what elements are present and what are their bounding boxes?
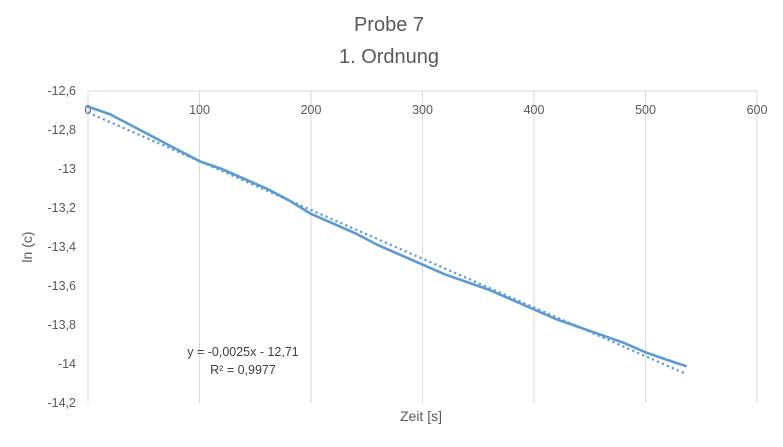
x-tick-label: 500: [635, 103, 656, 117]
y-tick-label: -12,6: [48, 84, 77, 98]
x-tick-label: 400: [524, 103, 545, 117]
y-tick-label: -13,8: [48, 318, 77, 332]
trendline-equation: y = -0,0025x - 12,71: [187, 345, 299, 359]
x-axis-ticks: 0 100 200 300 400 500 600: [85, 103, 768, 117]
y-axis-ticks: -12,6 -12,8 -13 -13,2 -13,4 -13,6 -13,8 -14 -14,…: [48, 84, 77, 410]
y-tick-label: -12,8: [48, 123, 77, 137]
x-tick-label: 0: [85, 103, 92, 117]
trendline-r-squared: R² = 0,9977: [210, 363, 276, 377]
trendline: [87, 111, 687, 375]
chart-title: Probe 7 1. Ordnung: [339, 14, 439, 68]
series-line: [86, 105, 687, 368]
y-tick-label: -13,6: [48, 279, 77, 293]
x-axis-label: Zeit [s]: [400, 408, 442, 424]
y-tick-label: -14: [58, 357, 76, 371]
x-tick-label: 200: [301, 103, 322, 117]
y-axis-label: ln (c): [19, 231, 35, 262]
y-tick-label: -13,2: [48, 201, 77, 215]
chart-title-line-2: 1. Ordnung: [339, 46, 439, 68]
chart-title-line-1: Probe 7: [354, 14, 424, 36]
y-tick-label: -13,4: [48, 240, 77, 254]
x-tick-label: 600: [747, 103, 768, 117]
x-tick-label: 100: [189, 103, 210, 117]
grid: [87, 90, 758, 403]
y-tick-label: -13: [58, 162, 76, 176]
x-tick-label: 300: [412, 103, 433, 117]
y-tick-label: -14,2: [48, 396, 77, 410]
